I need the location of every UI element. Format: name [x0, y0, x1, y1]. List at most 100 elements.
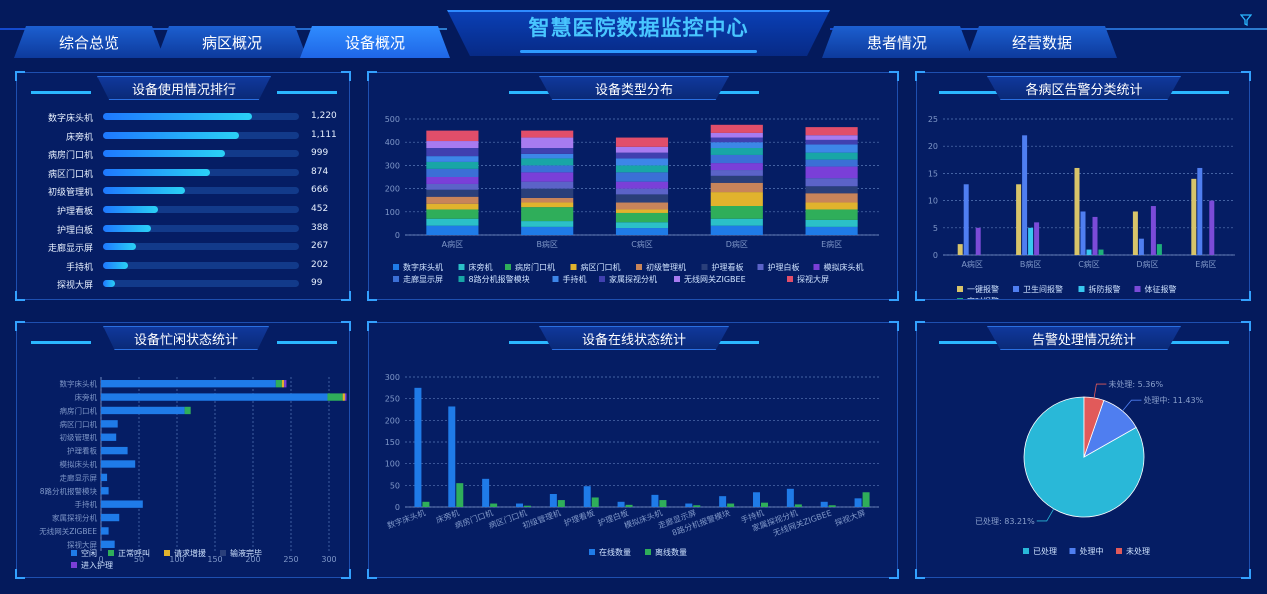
bar — [794, 504, 802, 507]
bar — [591, 497, 599, 507]
bar — [854, 498, 862, 507]
bar — [1080, 211, 1086, 255]
legend-label: 走廊显示屏 — [403, 274, 443, 284]
legend-swatch — [505, 264, 511, 270]
bar — [710, 218, 763, 226]
legend-swatch — [813, 264, 820, 270]
bar — [862, 492, 870, 507]
panel-title: 设备忙闲状态统计 — [103, 326, 269, 350]
bar — [101, 513, 120, 522]
rank-row: 走廊显示屏 267 — [25, 239, 345, 255]
rank-row: 探视大屏 99 — [25, 276, 345, 292]
rank-row: 床旁机 1,111 — [25, 128, 345, 144]
bar — [659, 500, 667, 507]
x-tick-label: 150 — [207, 555, 222, 564]
bar — [101, 446, 128, 455]
bar — [101, 500, 143, 508]
bar — [615, 228, 669, 235]
legend-label: 空闲 — [81, 548, 97, 558]
bar — [482, 478, 490, 507]
bar — [426, 130, 479, 142]
x-tick-label: C病区 — [1078, 259, 1100, 269]
legend-label: 家属探视分机 — [609, 274, 657, 284]
x-tick-label: 数字床头机 — [386, 507, 427, 530]
bar — [327, 393, 343, 401]
bar — [615, 188, 669, 195]
x-tick-label: C病区 — [631, 239, 653, 249]
panel-title: 设备类型分布 — [539, 76, 729, 100]
y-tick-label: 300 — [385, 373, 400, 382]
x-tick-label: 100 — [169, 555, 184, 564]
x-tick-label: 300 — [321, 555, 336, 564]
bar — [805, 193, 858, 203]
x-tick-label: 0 — [98, 555, 103, 564]
legend-label: 定时报警 — [967, 296, 999, 299]
rank-label: 初级管理机 — [47, 188, 93, 199]
y-tick-label: 家属探视分机 — [52, 513, 97, 523]
x-tick-label: D病区 — [726, 239, 748, 249]
bar — [557, 500, 565, 507]
legend-swatch — [674, 276, 680, 282]
bar — [1150, 206, 1156, 255]
rank-bar — [103, 187, 185, 195]
rank-value: 1,111 — [311, 129, 337, 140]
bar — [710, 175, 763, 183]
panel-title: 设备在线状态统计 — [539, 326, 729, 350]
x-tick-label: 50 — [134, 555, 144, 564]
legend-swatch — [552, 276, 559, 282]
tab-overview[interactable]: 综合总览 — [14, 26, 164, 58]
bar — [426, 209, 479, 219]
bar — [761, 502, 768, 507]
bar — [1016, 184, 1022, 255]
x-tick-label: D病区 — [1136, 259, 1158, 269]
legend-swatch — [957, 298, 963, 299]
bar — [651, 494, 659, 507]
legend-label: 进入护理 — [81, 560, 113, 570]
bar — [805, 135, 858, 140]
y-tick-label: 初级管理机 — [60, 432, 98, 442]
pie-slice — [1083, 396, 1105, 458]
legend-label: 正常呼叫 — [118, 548, 150, 558]
bar — [615, 181, 669, 189]
bar — [710, 132, 763, 138]
legend-swatch — [1116, 548, 1122, 554]
y-tick-label: 走廊显示屏 — [60, 472, 98, 482]
legend-swatch — [108, 550, 114, 556]
bar — [710, 192, 763, 206]
bar — [710, 154, 763, 164]
bar — [426, 141, 479, 148]
bar — [426, 161, 479, 169]
legend-swatch — [1134, 286, 1141, 292]
rank-value: 999 — [311, 148, 329, 159]
tab-ward[interactable]: 病区概况 — [157, 26, 307, 58]
legend-swatch — [957, 286, 963, 292]
panel-title: 各病区告警分类统计 — [987, 76, 1181, 100]
rank-bar — [103, 280, 116, 288]
tab-device[interactable]: 设备概况 — [300, 26, 450, 58]
bar — [521, 153, 574, 159]
bar — [101, 473, 108, 482]
legend-label: 体征报警 — [1145, 284, 1177, 294]
panel-busy-idle: 设备忙闲状态统计 0 50 100 150 200 250 300 数字床头机 床旁机 病房门口机… — [15, 321, 351, 579]
tab-patient[interactable]: 患者情况 — [822, 26, 972, 58]
bar — [615, 137, 669, 147]
bar — [1209, 200, 1215, 255]
bar — [710, 148, 763, 155]
bar — [1191, 178, 1197, 255]
tab-business[interactable]: 经营数据 — [967, 26, 1117, 58]
x-tick-label: 模拟床头机 — [623, 507, 664, 530]
bar — [426, 196, 479, 204]
bar — [805, 159, 858, 167]
rank-value: 202 — [311, 259, 329, 270]
bar — [1197, 167, 1203, 255]
y-tick-label: 250 — [385, 395, 400, 404]
bar — [625, 504, 633, 507]
page-title: 智慧医院数据监控中心 — [528, 16, 749, 40]
rank-value: 388 — [311, 222, 329, 233]
bar — [1092, 216, 1098, 255]
filter-icon[interactable] — [1240, 14, 1252, 26]
rank-row: 病区门口机 874 — [25, 165, 345, 181]
bar — [184, 406, 191, 415]
bar — [521, 158, 574, 166]
bar — [414, 387, 422, 507]
